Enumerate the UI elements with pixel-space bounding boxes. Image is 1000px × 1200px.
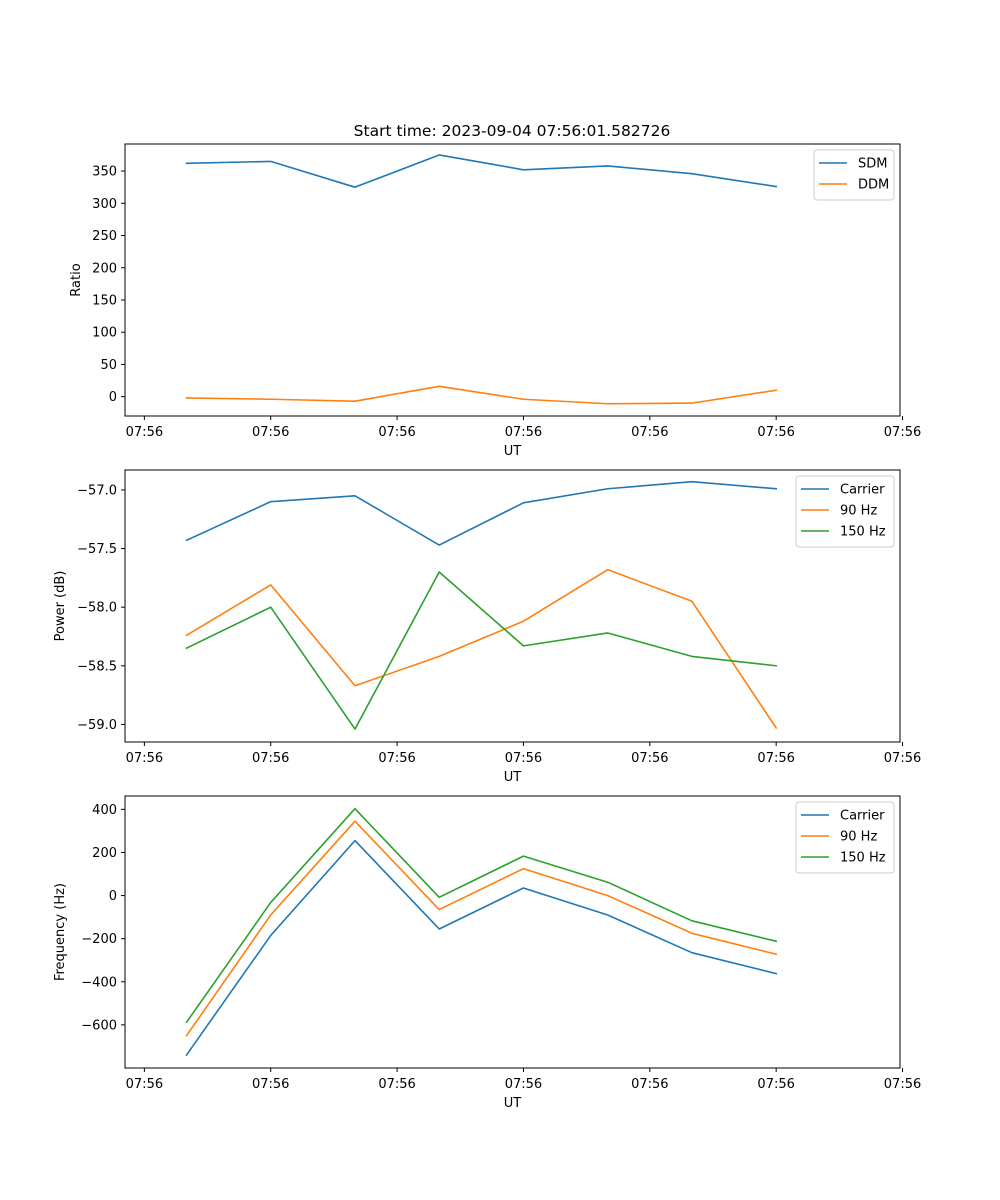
- x-tick-label: 07:56: [757, 425, 794, 440]
- power-series-line-150-hz: [185, 571, 778, 730]
- x-tick-label: 07:56: [126, 425, 163, 440]
- x-tick-label: 07:56: [884, 751, 921, 766]
- frequency-series-line-150-hz: [185, 807, 778, 1024]
- legend-box: [795, 801, 895, 874]
- y-tick-label: 100: [92, 326, 117, 341]
- y-tick-label: −57.0: [77, 483, 117, 498]
- y-tick-label: 350: [92, 165, 117, 180]
- x-tick-label: 07:56: [757, 1077, 794, 1092]
- y-tick-label: 150: [92, 293, 117, 308]
- ratio-axes-frame: [124, 143, 901, 417]
- ratio-series-line-ddm: [185, 385, 778, 405]
- legend-label: 150 Hz: [840, 525, 886, 540]
- x-tick-label: 07:56: [378, 751, 415, 766]
- y-tick-label: −400: [81, 975, 117, 990]
- x-tick-label: 07:56: [378, 425, 415, 440]
- y-tick-label: −200: [81, 932, 117, 947]
- y-axis-label: Ratio: [69, 263, 84, 296]
- legend-label: DDM: [858, 178, 889, 193]
- legend-label: 90 Hz: [840, 504, 877, 519]
- x-tick-label: 07:56: [757, 751, 794, 766]
- x-axis-label: UT: [504, 1096, 522, 1111]
- y-tick-label: −58.0: [77, 601, 117, 616]
- power-subplot: 07:56 07:56 07:56 07:56 07:56 07:56 07:56 −59.0…: [53, 469, 921, 785]
- x-axis-label: UT: [504, 770, 522, 785]
- x-tick-label: 07:56: [252, 425, 289, 440]
- x-tick-label: 07:56: [505, 1077, 542, 1092]
- x-tick-label: 07:56: [884, 1077, 921, 1092]
- y-tick-label: −59.0: [77, 718, 117, 733]
- frequency-legend: Carrier 90 Hz 150 Hz: [795, 801, 895, 874]
- y-tick-label: 300: [92, 197, 117, 212]
- frequency-axes-frame: [124, 795, 901, 1069]
- y-tick-label: 400: [92, 803, 117, 818]
- y-tick-label: 200: [92, 261, 117, 276]
- y-tick-label: 0: [109, 889, 117, 904]
- ratio-legend: SDM DDM: [813, 149, 895, 201]
- legend-label: Carrier: [840, 809, 885, 824]
- ratio-series-line-sdm: [185, 154, 778, 188]
- power-series-line-90-hz: [185, 568, 778, 730]
- y-tick-label: 250: [92, 229, 117, 244]
- x-tick-label: 07:56: [126, 751, 163, 766]
- legend-label: Carrier: [840, 483, 885, 498]
- y-axis-label: Power (dB): [53, 571, 68, 642]
- x-tick-label: 07:56: [884, 425, 921, 440]
- y-axis-label: Frequency (Hz): [53, 883, 68, 981]
- legend-label: 90 Hz: [840, 830, 877, 845]
- legend-label: SDM: [858, 157, 887, 172]
- frequency-subplot: 07:56 07:56 07:56 07:56 07:56 07:56 07:56 −600 −…: [53, 795, 921, 1111]
- x-tick-label: 07:56: [252, 1077, 289, 1092]
- y-tick-label: 0: [109, 390, 117, 405]
- x-tick-label: 07:56: [631, 1077, 668, 1092]
- legend-box: [795, 475, 895, 548]
- x-tick-label: 07:56: [631, 425, 668, 440]
- frequency-series-line-carrier: [185, 839, 778, 1057]
- x-axis-label: UT: [504, 444, 522, 459]
- frequency-series-line-90-hz: [185, 820, 778, 1037]
- x-tick-label: 07:56: [126, 1077, 163, 1092]
- power-series-line-carrier: [185, 480, 778, 546]
- y-tick-label: −600: [81, 1018, 117, 1033]
- y-tick-label: 50: [100, 358, 117, 373]
- power-axes-frame: [124, 469, 901, 743]
- x-tick-label: 07:56: [631, 751, 668, 766]
- y-tick-label: −58.5: [77, 659, 117, 674]
- x-tick-label: 07:56: [252, 751, 289, 766]
- legend-label: 150 Hz: [840, 851, 886, 866]
- y-tick-label: −57.5: [77, 542, 117, 557]
- ratio-subplot: 07:56 07:56 07:56 07:56 07:56 07:56 07:56 0 50 10…: [69, 143, 921, 459]
- x-tick-label: 07:56: [378, 1077, 415, 1092]
- figure-title: Start time: 2023-09-04 07:56:01.582726: [354, 122, 671, 140]
- x-tick-label: 07:56: [505, 751, 542, 766]
- x-tick-label: 07:56: [505, 425, 542, 440]
- power-legend: Carrier 90 Hz 150 Hz: [795, 475, 895, 548]
- y-tick-label: 200: [92, 846, 117, 861]
